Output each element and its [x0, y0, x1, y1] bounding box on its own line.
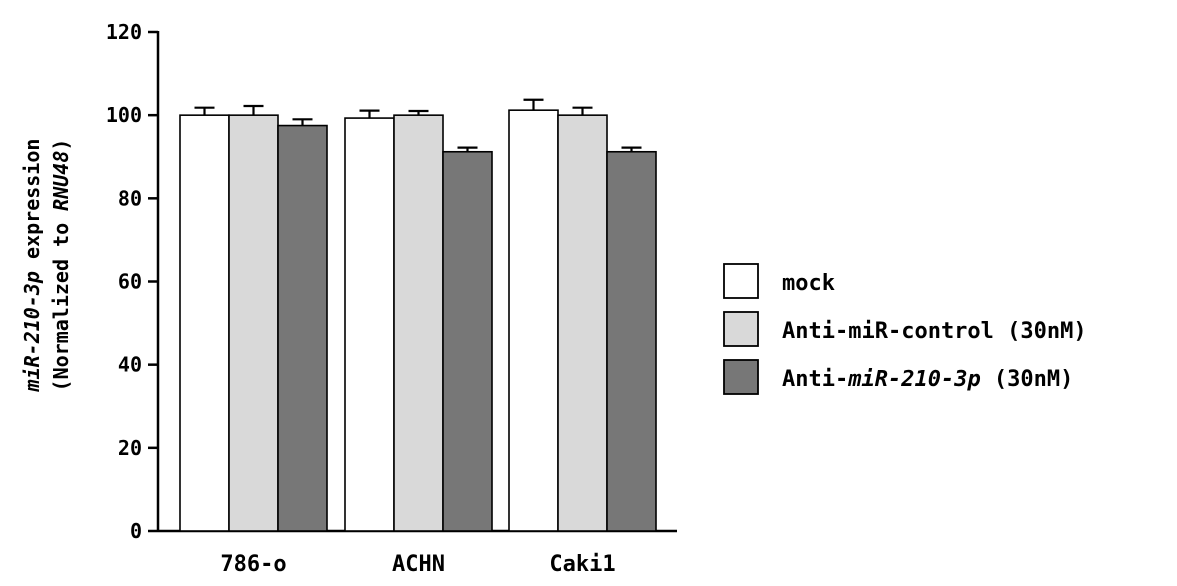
- legend-label-text: Anti-: [782, 367, 848, 392]
- y-tick-label: 20: [118, 436, 142, 460]
- bar-786-o-series-1: [179, 114, 230, 532]
- y-tick-label: 120: [106, 20, 142, 44]
- legend-label-1: mock: [782, 271, 835, 296]
- bar-ACHN-series-1: [344, 117, 395, 532]
- legend-swatch-2: [723, 311, 759, 347]
- legend-label-3: Anti-miR-210-3p (30nM): [782, 367, 1073, 392]
- y-axis-title-suffix: ): [49, 139, 73, 151]
- bar-786-o-series-3: [277, 124, 328, 532]
- y-axis-title-prefix: (Normalized to: [49, 211, 73, 392]
- y-axis-title: miR-210-3p expression(Normalized to RNU4…: [20, 139, 73, 393]
- y-axis-title-line2: (Normalized to RNU48): [49, 139, 73, 392]
- y-axis-title-gene: miR-210-3p: [20, 271, 44, 392]
- legend-label-text: mock: [782, 271, 835, 296]
- x-category-label: ACHN: [392, 552, 445, 577]
- legend-label-text: Anti-miR-control (30nM): [782, 319, 1087, 344]
- bar-Caki1-series-3: [606, 150, 657, 532]
- bar-Caki1-series-2: [557, 114, 608, 532]
- y-tick-label: 80: [118, 186, 142, 210]
- y-tick-label: 40: [118, 353, 142, 377]
- y-axis-title-line1: miR-210-3p expression: [20, 139, 44, 393]
- legend-label-2: Anti-miR-control (30nM): [782, 319, 1087, 344]
- y-tick-label: 100: [106, 103, 142, 127]
- legend-swatch-3: [723, 359, 759, 395]
- legend-label-gene: miR-210-3p: [847, 367, 980, 392]
- bar-786-o-series-2: [228, 114, 279, 532]
- x-category-label: 786-o: [220, 552, 286, 577]
- axes: 0 20 40 60 80 100 120 786-o ACHN Caki1: [106, 20, 677, 577]
- y-tick-label: 60: [118, 270, 142, 294]
- legend-label-suffix: (30nM): [981, 367, 1074, 392]
- y-axis-title-reference: RNU48: [49, 151, 73, 211]
- y-axis-title-text: expression: [20, 139, 44, 271]
- legend: mock Anti-miR-control (30nM) Anti-miR-210-…: [723, 263, 1087, 395]
- bar-ACHN-series-3: [442, 150, 493, 532]
- legend-swatch-1: [723, 263, 759, 299]
- bar-ACHN-series-2: [393, 114, 444, 532]
- bars: [179, 109, 657, 532]
- bar-Caki1-series-1: [508, 109, 559, 532]
- error-bars: [194, 98, 642, 152]
- y-tick-label: 0: [130, 519, 142, 543]
- x-category-label: Caki1: [549, 552, 615, 577]
